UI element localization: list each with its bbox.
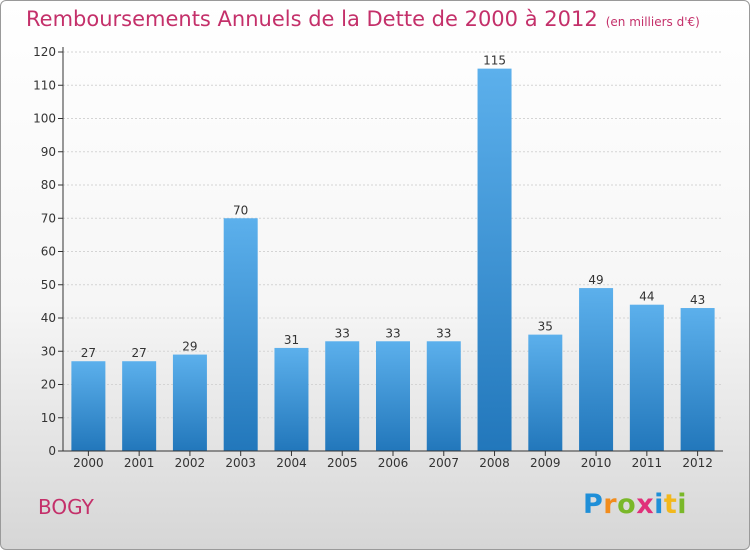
bar <box>223 218 258 451</box>
y-tick-label: 10 <box>41 411 56 425</box>
data-label: 33 <box>436 326 451 340</box>
bar <box>172 354 207 451</box>
data-label: 44 <box>639 290 654 304</box>
bar <box>71 361 106 451</box>
logo-letter: P <box>583 489 604 520</box>
data-label: 35 <box>538 320 553 334</box>
bar <box>477 68 512 451</box>
chart-title: Remboursements Annuels de la Dette de 20… <box>26 7 700 31</box>
logo-letter: i <box>654 489 664 520</box>
x-tick-label: 2001 <box>124 456 155 470</box>
bar <box>629 304 664 451</box>
data-label: 70 <box>233 203 248 217</box>
bar <box>122 361 157 451</box>
y-tick-label: 50 <box>41 278 56 292</box>
y-tick-label: 70 <box>41 211 56 225</box>
y-tick-label: 20 <box>41 378 56 392</box>
y-tick-label: 0 <box>48 444 56 458</box>
data-label: 27 <box>81 346 96 360</box>
value-labels: 27 27 29 70 31 33 33 33 115 35 49 44 43 <box>81 54 706 361</box>
y-tick-label: 40 <box>41 311 56 325</box>
bar <box>426 341 461 451</box>
data-label: 29 <box>182 340 197 354</box>
x-tick-label: 2011 <box>632 456 663 470</box>
data-label: 33 <box>385 326 400 340</box>
logo-letter: x <box>636 489 655 520</box>
axes: 0 10 20 30 40 50 60 70 80 90 100 110 120 2000 2001 2002… <box>33 45 723 470</box>
bar <box>680 308 715 451</box>
logo-letter: o <box>617 489 637 520</box>
data-label: 115 <box>483 54 506 68</box>
chart-subtitle: (en milliers d'€) <box>605 15 700 29</box>
x-tick-label: 2007 <box>428 456 459 470</box>
bar <box>528 334 563 451</box>
chart-title-main: Remboursements Annuels de la Dette de 20… <box>26 7 598 31</box>
logo-letter: r <box>603 489 618 520</box>
y-tick-label: 100 <box>33 112 56 126</box>
x-tick-label: 2002 <box>175 456 206 470</box>
x-tick-label: 2009 <box>530 456 561 470</box>
bars <box>71 68 715 451</box>
bar <box>376 341 410 451</box>
bar <box>579 288 614 451</box>
y-tick-label: 60 <box>41 245 56 259</box>
data-label: 31 <box>284 333 299 347</box>
y-tick-label: 120 <box>33 45 56 59</box>
data-label: 49 <box>588 273 603 287</box>
bar <box>274 347 309 451</box>
x-tick-label: 2010 <box>581 456 612 470</box>
x-tick-label: 2008 <box>479 456 510 470</box>
logo-letter: i <box>677 489 688 520</box>
x-tick-label: 2000 <box>73 456 104 470</box>
y-tick-label: 110 <box>33 78 56 92</box>
x-tick-label: 2003 <box>225 456 256 470</box>
x-tick-label: 2012 <box>682 456 713 470</box>
x-tick-label: 2004 <box>276 456 307 470</box>
data-label: 43 <box>690 293 705 307</box>
data-label: 27 <box>132 346 147 360</box>
bar <box>325 341 360 451</box>
y-tick-label: 30 <box>41 344 56 358</box>
y-tick-label: 80 <box>41 178 56 192</box>
x-tick-label: 2005 <box>327 456 358 470</box>
commune-name: BOGY <box>38 495 94 519</box>
x-tick-label: 2006 <box>378 456 409 470</box>
y-tick-label: 90 <box>41 145 56 159</box>
proxiti-logo[interactable]: Proxiti <box>583 489 687 520</box>
data-label: 33 <box>335 326 350 340</box>
logo-letter: t <box>663 489 678 520</box>
